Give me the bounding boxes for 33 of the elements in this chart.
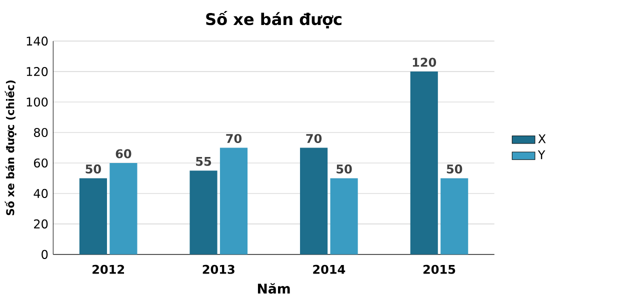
y-tick-label: 0 [42, 250, 48, 260]
bar [79, 178, 107, 255]
data-label: 60 [116, 149, 132, 158]
bar [190, 170, 218, 255]
y-tick-label: 20 [34, 220, 48, 229]
y-tick-label: 40 [34, 189, 48, 198]
x-axis-title: Năm [258, 283, 290, 294]
bar [330, 178, 358, 255]
y-axis-title: Số xe bán được (chiếc) [4, 80, 16, 216]
data-label: 50 [86, 164, 101, 174]
y-tick-label: 120 [26, 67, 48, 76]
y-tick-label: 140 [26, 36, 48, 46]
x-tick-label: 2014 [313, 264, 346, 274]
data-label: 55 [196, 157, 212, 166]
bar [220, 148, 248, 255]
y-tick-label: 80 [34, 128, 48, 138]
bar [300, 148, 328, 255]
x-tick-label: 2015 [423, 264, 456, 274]
data-label: 70 [226, 134, 242, 144]
bar [410, 72, 438, 255]
data-label: 70 [306, 134, 322, 144]
data-label: 50 [336, 164, 352, 174]
legend-label: Y [538, 150, 546, 160]
y-tick-label: 100 [26, 98, 48, 107]
data-label: 50 [446, 164, 462, 174]
data-label: 120 [412, 58, 436, 67]
x-tick-label: 2012 [92, 264, 124, 274]
bar [110, 163, 138, 255]
y-tick-label: 60 [34, 158, 48, 168]
legend-label: X [538, 134, 546, 144]
chart-title: Số xe bán được [206, 11, 342, 28]
x-tick-label: 2013 [202, 264, 234, 274]
bar [440, 178, 468, 255]
